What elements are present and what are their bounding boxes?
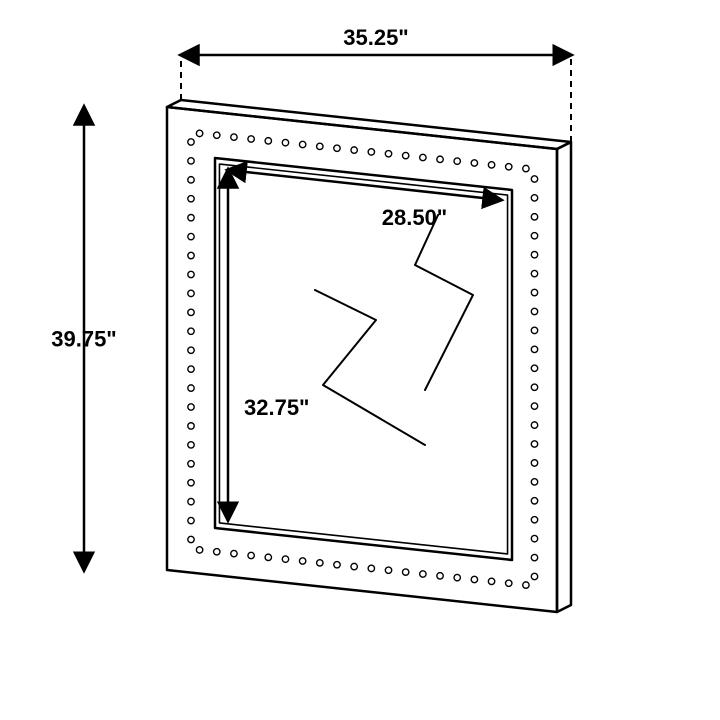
inner-width-label: 28.50" — [382, 205, 447, 230]
outer-width-label: 35.25" — [343, 25, 408, 50]
inner-height-label: 32.75" — [244, 395, 309, 420]
dimension-diagram: 35.25" 28.50" 32.75" 39.75" — [0, 0, 720, 720]
glass-crack-icon — [315, 215, 473, 445]
outer-height-label: 39.75" — [51, 327, 116, 352]
